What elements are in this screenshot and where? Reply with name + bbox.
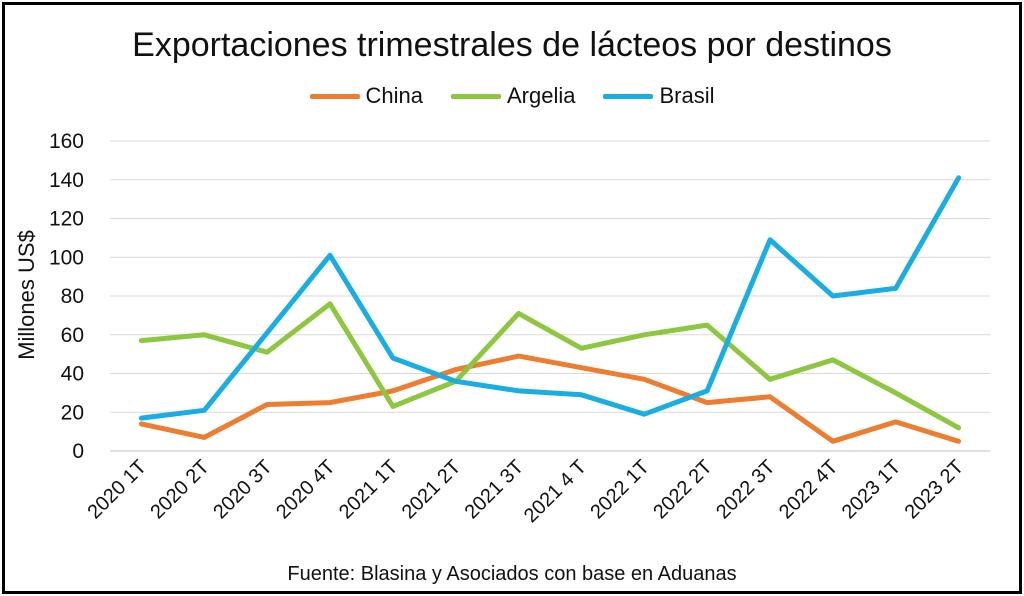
x-tick-label: 2021 2T xyxy=(398,456,465,523)
x-tick-label: 2022 1T xyxy=(586,456,653,523)
x-tick-label: 2021 1T xyxy=(335,456,402,523)
y-tick-label: 20 xyxy=(61,401,84,424)
y-tick-label: 120 xyxy=(49,208,84,231)
x-tick-label: 2020 3T xyxy=(209,456,276,523)
x-tick-label: 2021 4 T xyxy=(520,456,591,527)
x-tick-label: 2023 2T xyxy=(901,456,968,523)
y-tick-label: 0 xyxy=(72,440,84,463)
x-tick-label: 2023 1T xyxy=(838,456,905,523)
y-tick-label: 60 xyxy=(61,324,84,347)
y-tick-label: 40 xyxy=(61,363,84,386)
legend-swatch-brasil xyxy=(603,93,654,99)
series-line-argelia xyxy=(138,301,962,431)
series-line-china xyxy=(138,353,962,444)
legend-swatch-argelia xyxy=(450,93,501,99)
x-tick-label: 2022 2T xyxy=(649,456,716,523)
legend-item-argelia: Argelia xyxy=(450,82,576,110)
legend-label-brasil: Brasil xyxy=(659,83,715,108)
x-tick-label: 2021 3T xyxy=(461,456,528,523)
source-note: Fuente: Blasina y Asociados con base en … xyxy=(287,563,737,585)
legend-item-china: China xyxy=(309,82,423,110)
x-tick-label: 2022 3T xyxy=(712,456,779,523)
y-tick-label: 100 xyxy=(49,246,84,269)
x-tick-label: 2020 1T xyxy=(84,456,151,523)
x-tick-label: 2020 2T xyxy=(146,456,213,523)
legend-item-brasil: Brasil xyxy=(603,82,714,110)
y-tick-label: 160 xyxy=(49,130,84,153)
chart-title: Exportaciones trimestrales de lácteos po… xyxy=(132,26,892,64)
chart-legend: China Argelia Brasil xyxy=(0,82,1024,110)
series-line-brasil xyxy=(138,175,962,421)
y-tick-label: 80 xyxy=(61,285,84,308)
x-tick-label: 2022 4T xyxy=(775,456,842,523)
legend-label-argelia: Argelia xyxy=(506,83,576,108)
x-tick-label: 2020 4T xyxy=(272,456,339,523)
legend-label-china: China xyxy=(365,83,423,108)
legend-swatch-china xyxy=(309,93,360,99)
y-tick-label: 140 xyxy=(49,169,84,192)
